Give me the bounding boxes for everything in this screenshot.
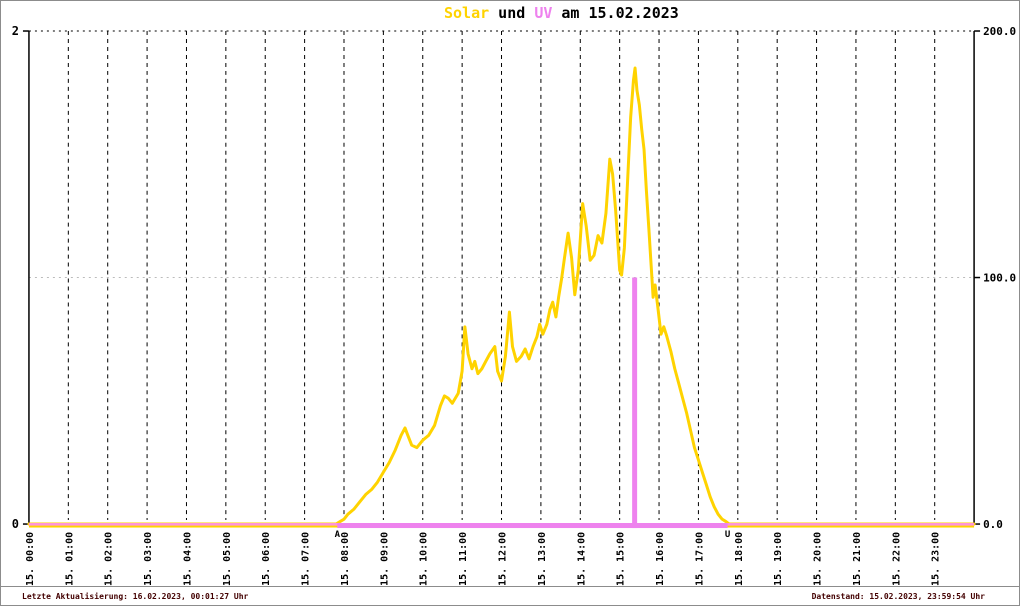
footer-last-update: Letzte Aktualisierung: 16.02.2023, 00:01… [22, 591, 249, 601]
y-tick-label-right: 100.0 [983, 272, 1016, 285]
title-und-text: und [489, 4, 535, 22]
x-tick-label: 15. 20:00 [813, 532, 824, 586]
sunrise-marker: A [335, 530, 341, 540]
x-tick-label: 15. 05:00 [222, 532, 233, 586]
x-tick-label: 15. 11:00 [458, 532, 469, 586]
x-tick-label: 15. 13:00 [537, 532, 548, 586]
x-tick-label: 15. 02:00 [104, 532, 115, 586]
title-uv-label: UV [534, 4, 553, 22]
y-tick-label-left: 0 [12, 517, 19, 531]
solar-curve [27, 66, 976, 526]
chart-canvas: 2 0 200.0 100.0 0.0 15. 00:00 15. 01:00 15. 02:… [12, 24, 1016, 586]
x-tick-label: 15. 18:00 [734, 532, 745, 586]
x-tick-label: 15. 00:00 [25, 532, 36, 586]
title-date-text: am 15.02.2023 [552, 4, 679, 22]
x-tick-label: 15. 07:00 [301, 532, 312, 586]
x-tick-label: 15. 03:00 [143, 532, 154, 586]
x-tick-label: 15. 08:00 [340, 532, 351, 586]
x-tick-label: 15. 12:00 [498, 532, 509, 586]
x-tick-label: 15. 01:00 [64, 532, 75, 586]
x-tick-label: 15. 22:00 [891, 532, 902, 586]
x-tick-label: 15. 10:00 [419, 532, 430, 586]
x-tick-label: 15. 16:00 [655, 532, 666, 586]
uv-zero-line-day [337, 523, 728, 529]
x-tick-label: 15. 15:00 [616, 532, 627, 586]
y-tick-label-right: 0.0 [983, 518, 1003, 531]
title-solar-label: Solar [444, 4, 490, 22]
footer-data-state: Datenstand: 15.02.2023, 23:59:54 Uhr [811, 591, 985, 601]
x-tick-label: 15. 21:00 [852, 532, 863, 586]
uv-bar [632, 277, 638, 529]
x-tick-label: 15. 17:00 [694, 532, 705, 586]
y-tick-label-right: 200.0 [983, 25, 1016, 38]
y-tick-label-left: 2 [12, 24, 19, 38]
footer-bar: Letzte Aktualisierung: 16.02.2023, 00:01… [1, 586, 1019, 605]
x-tick-label: 15. 04:00 [182, 532, 193, 586]
sunset-marker: U [725, 530, 730, 540]
x-tick-label: 15. 09:00 [379, 532, 390, 586]
x-tick-label: 15. 19:00 [773, 532, 784, 586]
x-tick-label: 15. 14:00 [576, 532, 587, 586]
x-tick-label: 15. 23:00 [931, 532, 942, 586]
x-tick-label: 15. 06:00 [261, 532, 272, 586]
chart-title: Solar und UV am 15.02.2023 [444, 5, 679, 21]
